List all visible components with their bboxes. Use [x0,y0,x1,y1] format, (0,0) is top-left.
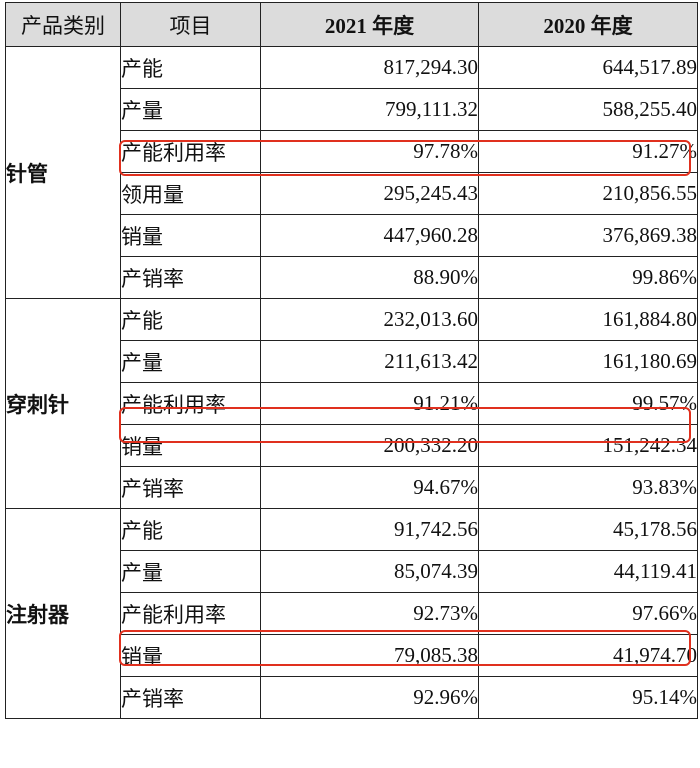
item-cell: 产能 [120,46,261,89]
value-2020-cell: 41,974.70 [478,634,698,677]
value-2020-cell: 97.66% [478,592,698,635]
table-row: 产能利用率 91.21% 99.57% [6,382,698,425]
item-cell: 产能利用率 [120,130,261,173]
header-category: 产品类别 [5,2,121,47]
item-cell: 产量 [120,550,261,593]
table-row: 注射器 产能 91,742.56 45,178.56 [5,508,698,719]
category-cell-puncture-needle: 穿刺针 [5,298,121,509]
value-2021-cell: 91.21% [260,382,479,425]
value-2021-cell: 92.73% [260,592,479,635]
table-row: 产量 799,111.32 588,255.40 [6,88,698,131]
table-row: 产销率 88.90% 99.86% [6,256,698,299]
value-2020-cell: 93.83% [478,466,698,509]
value-2020-cell: 376,869.38 [478,214,698,257]
table-row: 销量 79,085.38 41,974.70 [6,634,698,677]
value-2021-cell: 79,085.38 [260,634,479,677]
item-cell: 销量 [120,214,261,257]
table-row: 针管 产能 817,294.30 644,517.89 [5,46,698,299]
item-cell: 产销率 [120,256,261,299]
value-2020-cell: 45,178.56 [478,508,698,551]
value-2021-cell: 85,074.39 [260,550,479,593]
item-cell: 产能利用率 [120,592,261,635]
item-cell: 领用量 [120,172,261,215]
table-row: 产能利用率 92.73% 97.66% [6,592,698,635]
table-row: 穿刺针 产能 232,013.60 161,884.80 [5,298,698,509]
table-row: 产销率 94.67% 93.83% [6,466,698,509]
category-cell-needle-tube: 针管 [5,46,121,299]
header-2020: 2020 年度 [478,2,698,47]
item-cell: 销量 [120,424,261,467]
value-2020-cell: 99.57% [478,382,698,425]
value-2021-cell: 97.78% [260,130,479,173]
capacity-table: 产品类别 项目 2021 年度 2020 年度 针管 产能 817,294.30… [5,2,698,719]
header-item: 项目 [120,2,261,47]
value-2021-cell: 295,245.43 [260,172,479,215]
item-cell: 产量 [120,340,261,383]
value-2020-cell: 161,180.69 [478,340,698,383]
value-2020-cell: 91.27% [478,130,698,173]
value-2021-cell: 817,294.30 [260,46,479,89]
value-2020-cell: 44,119.41 [478,550,698,593]
value-2021-cell: 92.96% [260,676,479,719]
item-cell: 产销率 [120,676,261,719]
value-2021-cell: 91,742.56 [260,508,479,551]
value-2020-cell: 588,255.40 [478,88,698,131]
value-2021-cell: 94.67% [260,466,479,509]
value-2020-cell: 95.14% [478,676,698,719]
category-cell-syringe: 注射器 [5,508,121,719]
value-2021-cell: 88.90% [260,256,479,299]
item-cell: 销量 [120,634,261,677]
table-row: 销量 200,332.20 151,242.34 [6,424,698,467]
value-2021-cell: 200,332.20 [260,424,479,467]
value-2020-cell: 210,856.55 [478,172,698,215]
value-2021-cell: 211,613.42 [260,340,479,383]
header-2021: 2021 年度 [260,2,479,47]
table-row: 销量 447,960.28 376,869.38 [6,214,698,257]
value-2020-cell: 151,242.34 [478,424,698,467]
value-2021-cell: 232,013.60 [260,298,479,341]
item-cell: 产销率 [120,466,261,509]
value-2020-cell: 161,884.80 [478,298,698,341]
item-cell: 产量 [120,88,261,131]
value-2020-cell: 644,517.89 [478,46,698,89]
value-2021-cell: 447,960.28 [260,214,479,257]
table-header-row: 产品类别 项目 2021 年度 2020 年度 [5,2,698,47]
table-row: 产销率 92.96% 95.14% [6,676,698,719]
value-2020-cell: 99.86% [478,256,698,299]
item-cell: 产能利用率 [120,382,261,425]
value-2021-cell: 799,111.32 [260,88,479,131]
item-cell: 产能 [120,298,261,341]
item-cell: 产能 [120,508,261,551]
table-row: 产量 211,613.42 161,180.69 [6,340,698,383]
